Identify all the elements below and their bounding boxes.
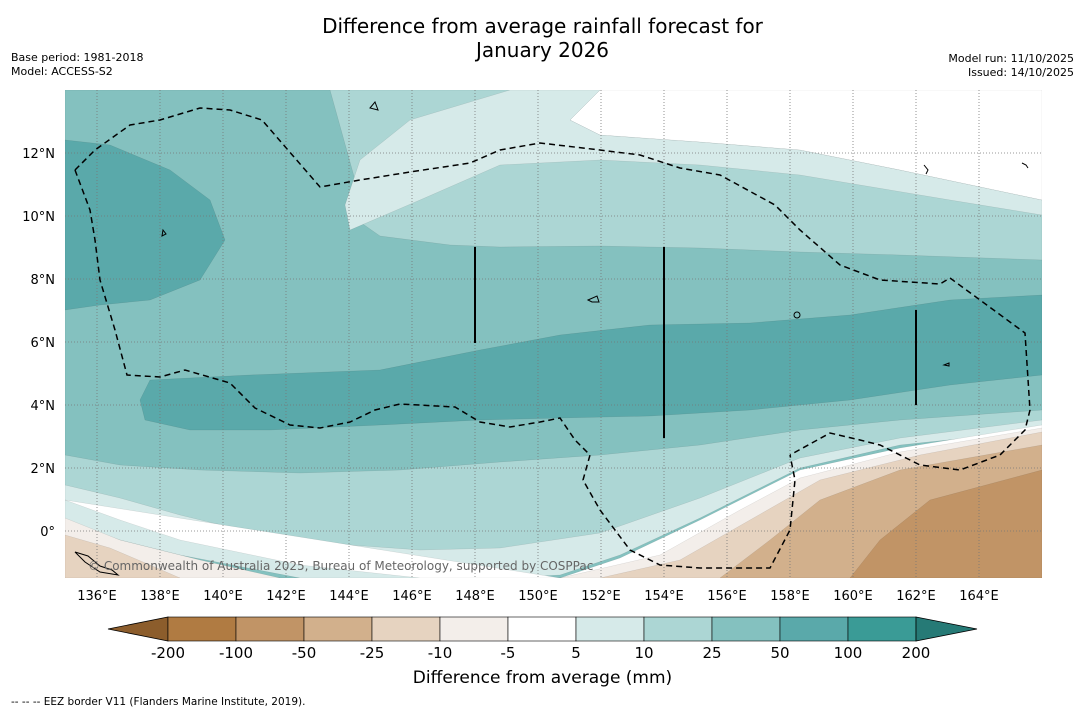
chart-title: Difference from average rainfall forecas…	[0, 14, 1085, 62]
colorbar-label: -100	[218, 644, 254, 662]
colorbar-swatch	[167, 616, 237, 642]
colorbar-title: Difference from average (mm)	[412, 668, 673, 688]
colorbar-extend-high	[915, 616, 978, 642]
lon-label: 150°E	[518, 589, 558, 604]
lon-label: 152°E	[581, 589, 621, 604]
title-line-1: Difference from average rainfall forecas…	[322, 14, 763, 38]
colorbar-label: -200	[150, 644, 186, 662]
lat-label: 2°N	[31, 462, 56, 477]
eez-border-west	[74, 169, 796, 569]
lon-label: 138°E	[140, 589, 180, 604]
colorbar-swatch	[643, 616, 713, 642]
band-wet50-central	[139, 294, 1042, 431]
colorbar-swatch	[711, 616, 781, 642]
colorbar-extend-low	[107, 616, 169, 642]
lat-label: 8°N	[31, 273, 56, 288]
latitude-labels: 12°N 10°N 8°N 6°N 4°N 2°N 0°	[22, 147, 55, 540]
colorbar-label: 25	[702, 644, 722, 662]
lon-label: 164°E	[959, 589, 999, 604]
colorbar-label: 5	[571, 644, 581, 662]
colorbar-swatch	[371, 616, 441, 642]
title-line-2: January 2026	[475, 38, 610, 62]
colorbar-swatch	[847, 616, 917, 642]
band-wet50-west	[65, 139, 226, 311]
model-run: Model run: 11/10/2025	[948, 52, 1074, 65]
colorbar-label: -5	[500, 644, 516, 662]
footnote: -- -- -- EEZ border V11 (Flanders Marine…	[11, 696, 306, 708]
colorbar-swatch	[303, 616, 373, 642]
lat-label: 10°N	[22, 210, 55, 225]
colorbar-swatch	[439, 616, 509, 642]
colorbar-label: -25	[359, 644, 385, 662]
lon-label: 154°E	[644, 589, 684, 604]
colorbar-swatch	[235, 616, 305, 642]
copyright-text: © Commonwealth of Australia 2025, Bureau…	[88, 559, 593, 573]
lon-label: 148°E	[455, 589, 495, 604]
meridian-marks	[474, 247, 917, 438]
colorbar-label: -10	[427, 644, 453, 662]
model-name: Model: ACCESS-S2	[11, 65, 113, 78]
lat-label: 4°N	[31, 399, 56, 414]
colorbar-label: 200	[901, 644, 931, 662]
lon-label: 146°E	[392, 589, 432, 604]
meta-left: Base period: 1981-2018 Model: ACCESS-S2	[11, 51, 143, 79]
colorbar-swatch	[507, 616, 577, 642]
issued-date: Issued: 14/10/2025	[967, 66, 1074, 79]
colorbar-label: 100	[833, 644, 863, 662]
base-period: Base period: 1981-2018	[11, 51, 144, 64]
lon-label: 160°E	[833, 589, 873, 604]
islands	[74, 101, 1029, 576]
lat-label: 0°	[40, 525, 55, 540]
colorbar	[107, 616, 978, 642]
band-dry50-east	[849, 469, 1042, 578]
lon-label: 144°E	[329, 589, 369, 604]
lat-label: 12°N	[22, 147, 55, 162]
lon-label: 156°E	[707, 589, 747, 604]
eez-border-north	[74, 107, 1031, 471]
band-white-upper	[569, 90, 1042, 201]
colorbar-swatch	[575, 616, 645, 642]
meta-right: Model run: 11/10/2025 Issued: 14/10/2025	[948, 52, 1074, 80]
lon-label: 158°E	[770, 589, 810, 604]
band-wet5-upper	[344, 90, 1042, 231]
lon-label: 140°E	[203, 589, 243, 604]
lon-label: 136°E	[77, 589, 117, 604]
colorbar-label: 10	[634, 644, 654, 662]
eez-borders	[74, 107, 1031, 569]
lon-label: 162°E	[896, 589, 936, 604]
map-fill	[65, 90, 1042, 578]
lon-label: 142°E	[266, 589, 306, 604]
colorbar-label: 50	[770, 644, 790, 662]
colorbar-swatch	[779, 616, 849, 642]
colorbar-label: -50	[291, 644, 317, 662]
lat-label: 6°N	[31, 336, 56, 351]
longitude-labels: 136°E 138°E 140°E 142°E 144°E 146°E 148°E 150°E…	[77, 589, 999, 604]
